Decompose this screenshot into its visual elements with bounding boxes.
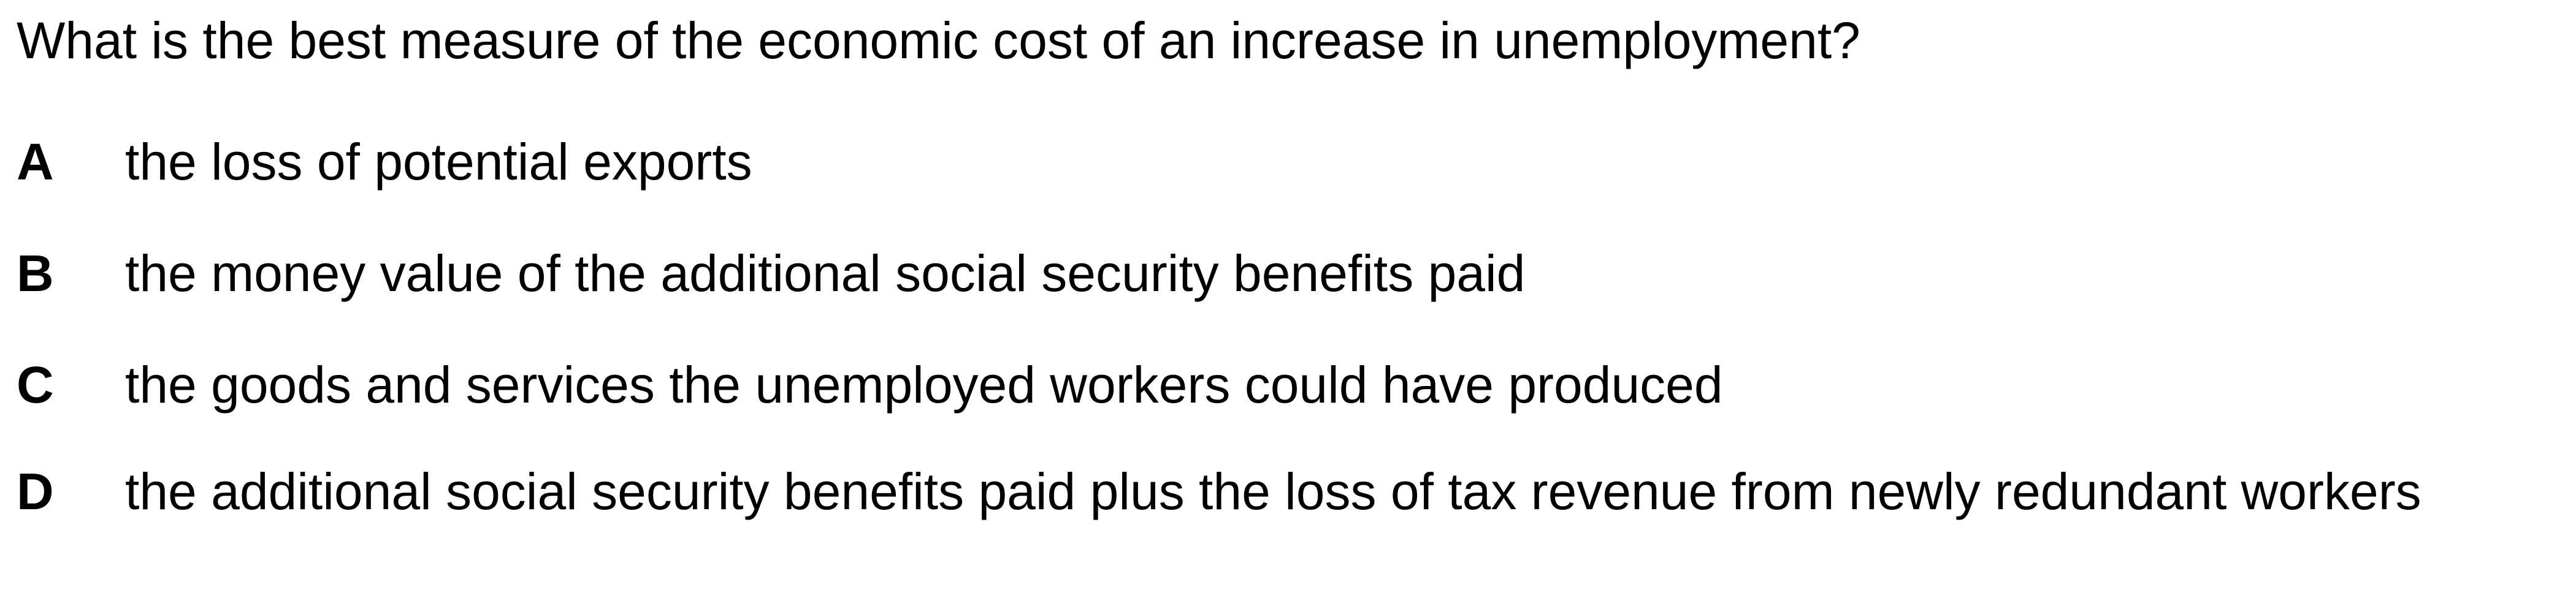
question-text: What is the best measure of the economic… <box>17 12 1860 69</box>
option-b: B the money value of the additional soci… <box>17 237 2543 310</box>
option-d: D the additional social security benefit… <box>17 458 2543 525</box>
option-c: C the goods and services the unemployed … <box>17 348 2543 422</box>
option-c-text: the goods and services the unemployed wo… <box>125 356 1723 414</box>
option-b-letter: B <box>17 244 54 302</box>
option-b-text: the money value of the additional social… <box>125 244 1526 302</box>
option-d-text: the additional social security benefits … <box>125 463 2421 520</box>
option-a-text: the loss of potential exports <box>125 133 752 191</box>
option-a-letter: A <box>17 133 54 191</box>
option-d-letter: D <box>17 463 54 520</box>
option-c-letter: C <box>17 356 54 414</box>
option-a: A the loss of potential exports <box>17 125 2543 199</box>
